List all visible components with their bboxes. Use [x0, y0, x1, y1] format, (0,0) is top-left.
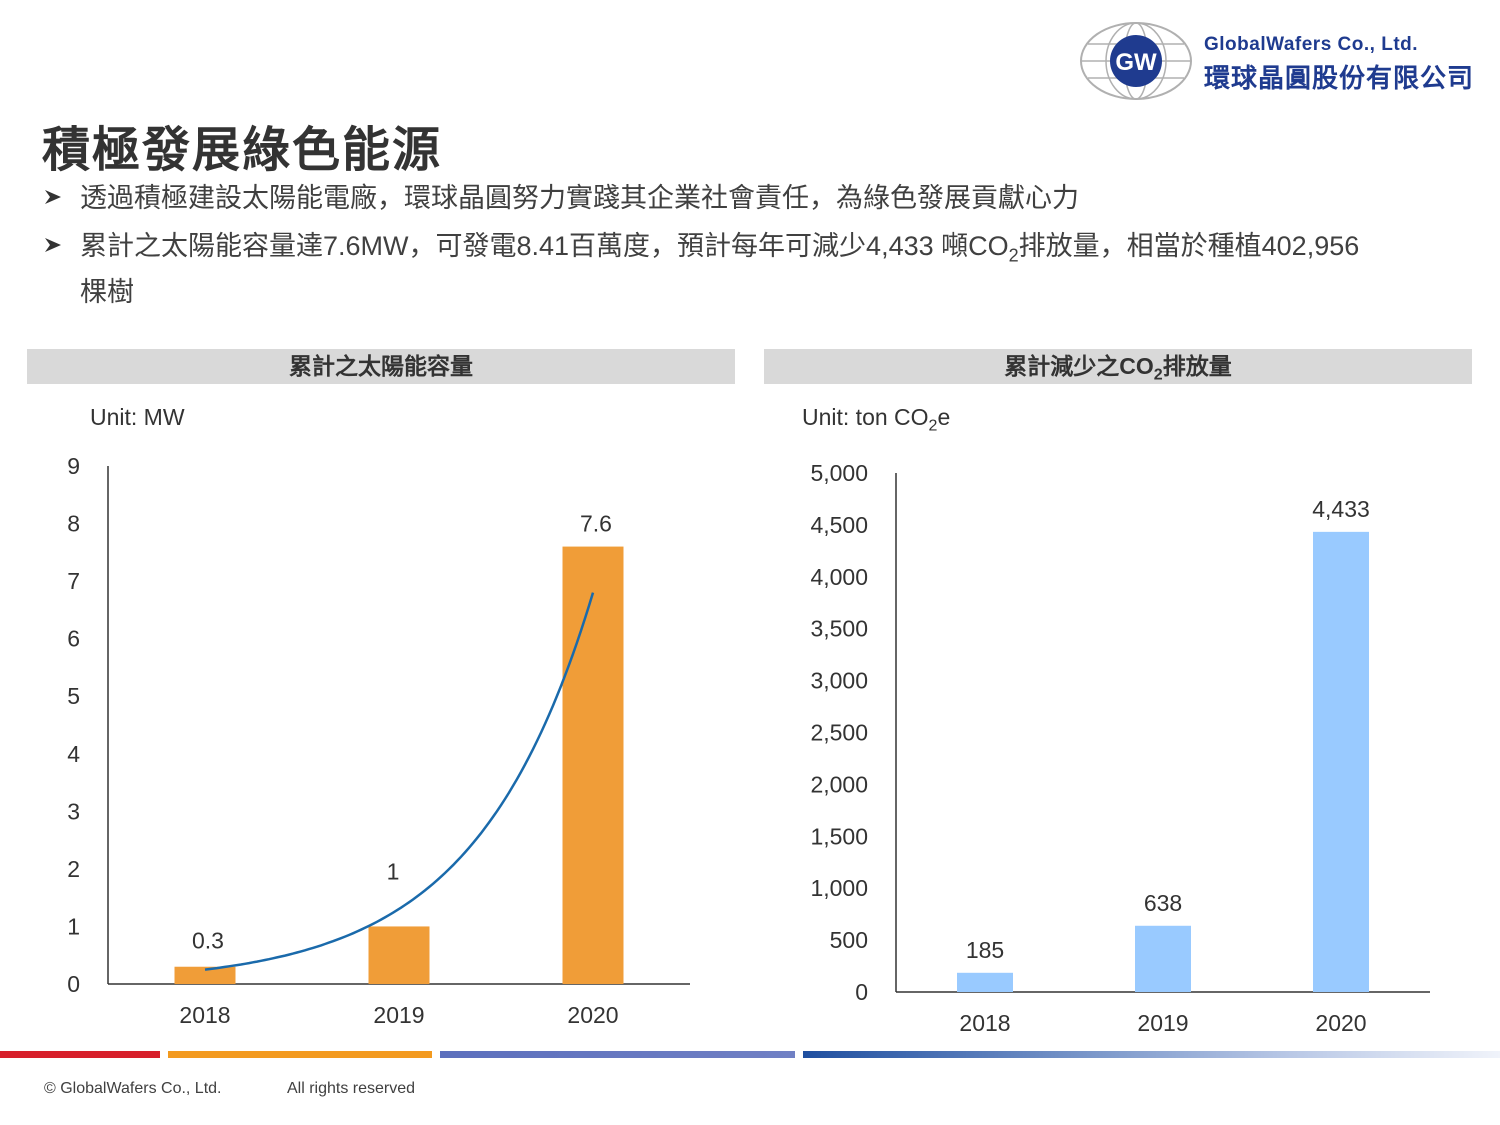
footer-stripe-red — [0, 1051, 160, 1058]
x-tick-label: 2018 — [959, 1010, 1010, 1036]
footer-rights: All rights reserved — [287, 1080, 416, 1097]
x-tick-label: 2020 — [1315, 1010, 1366, 1036]
data-label: 0.3 — [192, 928, 224, 954]
left-chart-header: 累計之太陽能容量 — [27, 349, 735, 384]
y-tick-label: 5,000 — [810, 460, 868, 486]
trend-line — [204, 592, 595, 971]
bar — [562, 546, 624, 984]
y-tick-label: 500 — [830, 927, 868, 953]
data-label: 4,433 — [1312, 496, 1370, 522]
y-tick-label: 7 — [67, 568, 80, 594]
x-tick-label: 2020 — [567, 1002, 618, 1028]
y-tick-label: 2 — [67, 856, 80, 882]
footer-stripe-orange — [168, 1051, 432, 1058]
y-tick-label: 6 — [67, 626, 80, 652]
x-tick-label: 2019 — [1137, 1010, 1188, 1036]
company-name-zh: 環球晶圓股份有限公司 — [1204, 63, 1475, 93]
y-tick-label: 4 — [67, 741, 80, 767]
bullet-text: 透過積極建設太陽能電廠，環球晶圓努力實踐其企業社會責任，為綠色發展貢獻心力 — [80, 183, 1079, 213]
arrow-bullet-icon — [45, 238, 61, 252]
company-name-en: GlobalWafers Co., Ltd. — [1204, 34, 1419, 55]
y-tick-label: 3,000 — [810, 668, 868, 694]
y-tick-label: 1 — [67, 913, 80, 939]
footer-copyright: © GlobalWafers Co., Ltd. — [44, 1080, 222, 1097]
bar — [174, 966, 236, 984]
company-logo: GW GlobalWafers Co., Ltd. 環球晶圓股份有限公司 — [1078, 20, 1473, 102]
bar — [368, 926, 430, 984]
globe-logo-icon: GW — [1080, 22, 1192, 100]
y-tick-label: 4,000 — [810, 564, 868, 590]
y-tick-label: 3 — [67, 798, 80, 824]
data-label: 638 — [1144, 890, 1182, 916]
y-tick-label: 0 — [67, 971, 80, 997]
bar — [1135, 925, 1191, 992]
x-tick-label: 2019 — [373, 1002, 424, 1028]
logo-mark: GW — [1115, 49, 1157, 76]
y-tick-label: 5 — [67, 683, 80, 709]
data-label: 1 — [387, 858, 400, 884]
y-tick-label: 1,000 — [810, 875, 868, 901]
right-chart-header: 累計減少之CO2排放量 — [764, 349, 1472, 384]
data-label: 185 — [966, 937, 1004, 963]
page-title: 積極發展綠色能源 — [42, 124, 443, 177]
arrow-bullet-icon — [45, 190, 61, 204]
left-chart-unit: Unit: MW — [90, 404, 185, 430]
x-tick-label: 2018 — [179, 1002, 230, 1028]
y-tick-label: 2,000 — [810, 771, 868, 797]
data-label: 7.6 — [580, 511, 612, 537]
footer-stripe-gradient — [803, 1051, 1500, 1058]
y-tick-label: 8 — [67, 511, 80, 537]
bullet-text: 累計之太陽能容量達7.6MW，可發電8.41百萬度，預計每年可減少4,433 噸… — [80, 231, 1360, 308]
y-tick-label: 0 — [855, 979, 868, 1005]
y-tick-label: 3,500 — [810, 616, 868, 642]
y-tick-label: 9 — [67, 453, 80, 479]
bar — [1313, 531, 1369, 992]
bar — [957, 972, 1013, 992]
y-tick-label: 1,500 — [810, 823, 868, 849]
footer-stripe-blue — [440, 1051, 795, 1058]
right-chart-unit: Unit: ton CO2e — [802, 404, 951, 435]
y-tick-label: 2,500 — [810, 720, 868, 746]
y-tick-label: 4,500 — [810, 512, 868, 538]
